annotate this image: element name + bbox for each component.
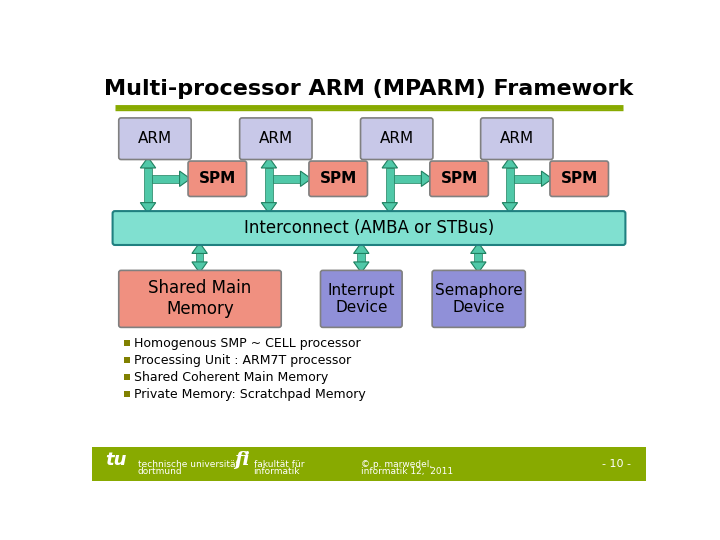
Bar [124,357,130,363]
Bar [92,448,647,481]
FancyBboxPatch shape [550,161,608,197]
Polygon shape [140,157,156,168]
Bar [357,253,365,262]
Bar [386,168,394,202]
Polygon shape [471,242,486,253]
Polygon shape [382,202,397,213]
Polygon shape [192,242,207,253]
Bar [506,168,514,202]
Bar [152,175,179,183]
Text: dortmund: dortmund [138,467,183,476]
Bar [394,175,421,183]
Polygon shape [503,157,518,168]
FancyBboxPatch shape [188,161,246,197]
Text: SPM: SPM [561,171,598,186]
Polygon shape [261,157,276,168]
Polygon shape [140,202,156,213]
Polygon shape [354,262,369,273]
Text: ARM: ARM [258,131,293,146]
Text: ARM: ARM [138,131,172,146]
Polygon shape [382,157,397,168]
Text: fakultät für: fakultät für [253,460,304,469]
Bar [514,175,541,183]
FancyBboxPatch shape [320,271,402,327]
Text: technische universität: technische universität [138,460,239,469]
Text: Shared Coherent Main Memory: Shared Coherent Main Memory [134,371,328,384]
Text: SPM: SPM [441,171,477,186]
FancyBboxPatch shape [112,211,626,245]
Text: ARM: ARM [500,131,534,146]
Polygon shape [179,171,190,186]
FancyBboxPatch shape [309,161,367,197]
Bar [474,253,482,262]
Text: Interrupt
Device: Interrupt Device [328,282,395,315]
Text: Private Memory: Scratchpad Memory: Private Memory: Scratchpad Memory [134,388,366,401]
Text: Homogenous SMP ~ CELL processor: Homogenous SMP ~ CELL processor [134,337,361,350]
Polygon shape [354,242,369,253]
Polygon shape [300,171,311,186]
Polygon shape [261,202,276,213]
Text: Interconnect (AMBA or STBus): Interconnect (AMBA or STBus) [244,219,494,237]
Bar [124,340,130,346]
Text: ARM: ARM [379,131,414,146]
Text: informatik 12,  2011: informatik 12, 2011 [361,467,454,476]
Text: tu: tu [106,451,127,469]
Polygon shape [471,262,486,273]
Text: SPM: SPM [199,171,236,186]
Text: Processing Unit : ARM7T processor: Processing Unit : ARM7T processor [134,354,351,367]
FancyBboxPatch shape [430,161,488,197]
Bar [124,392,130,397]
Bar [196,253,204,262]
Bar [273,175,300,183]
Text: Shared Main
Memory: Shared Main Memory [148,280,251,318]
Bar [124,374,130,380]
Polygon shape [421,171,432,186]
Polygon shape [541,171,552,186]
FancyBboxPatch shape [240,118,312,159]
Text: Multi-processor ARM (MPARM) Framework: Multi-processor ARM (MPARM) Framework [104,79,634,99]
Text: SPM: SPM [320,171,357,186]
Bar [265,168,273,202]
FancyBboxPatch shape [432,271,526,327]
Text: fi: fi [234,451,250,469]
FancyBboxPatch shape [119,271,282,327]
Polygon shape [503,202,518,213]
Text: Semaphore
Device: Semaphore Device [435,282,523,315]
Bar [144,168,152,202]
FancyBboxPatch shape [119,118,191,159]
Polygon shape [192,262,207,273]
Text: © p. marwedel,: © p. marwedel, [361,460,433,469]
FancyBboxPatch shape [361,118,433,159]
Text: - 10 -: - 10 - [602,458,631,469]
Text: informatik: informatik [253,467,300,476]
FancyBboxPatch shape [481,118,553,159]
